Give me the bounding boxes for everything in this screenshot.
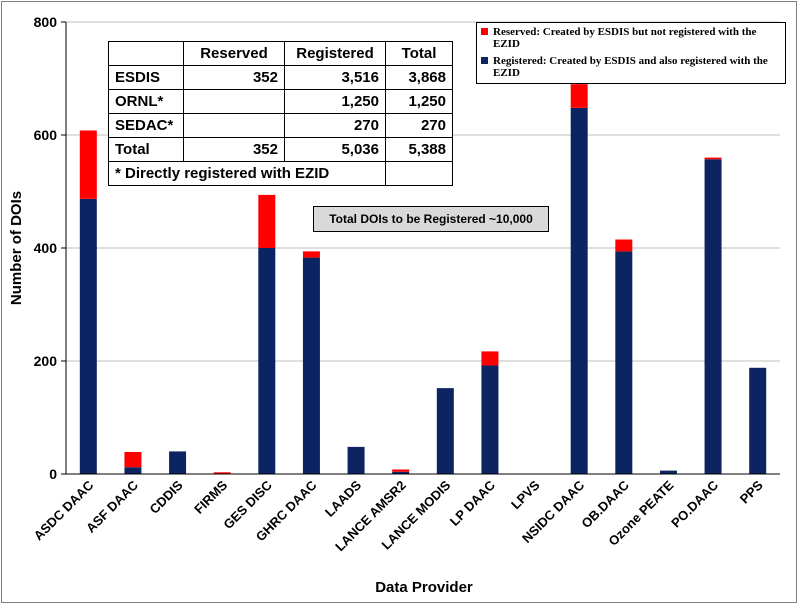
x-tick-label: LPVS (508, 477, 543, 512)
x-tick-label: LP DAAC (447, 477, 499, 529)
x-tick-label: PO.DAAC (668, 477, 721, 530)
total-dois-annotation: Total DOIs to be Registered ~10,000 (313, 206, 549, 232)
table-row: ESDIS 352 3,516 3,868 (108, 65, 453, 90)
bar-registered-nsidc-daac (570, 107, 588, 474)
x-tick-label: LAADS (322, 477, 365, 520)
x-tick-label: PPS (737, 477, 766, 506)
table-cell: 5,036 (284, 137, 386, 162)
y-tick-label: 400 (34, 240, 58, 256)
bar-registered-laads (347, 446, 365, 474)
x-tick-label: ASDC DAAC (31, 477, 97, 543)
legend-label-reserved: Reserved: Created by ESDIS but not regis… (493, 26, 757, 50)
bar-reserved-lp-daac (481, 351, 499, 366)
bar-registered-lance-amsr2 (392, 471, 410, 474)
x-axis-title: Data Provider (375, 579, 473, 596)
table-cell (183, 89, 285, 114)
bar-registered-po-daac (704, 159, 722, 475)
x-tick-label: FIRMS (191, 477, 230, 516)
y-tick-label: 0 (49, 466, 57, 482)
y-tick-label: 800 (34, 14, 58, 30)
doi-summary-table: Reserved Registered Total ESDIS 352 3,51… (108, 41, 453, 186)
table-header-cell: Registered (284, 41, 386, 66)
table-cell: Total (108, 137, 184, 162)
y-tick-label: 200 (34, 353, 58, 369)
table-cell: 352 (183, 65, 285, 90)
table-cell: ORNL* (108, 89, 184, 114)
y-tick-labels: 0 200 400 600 800 (34, 14, 66, 482)
y-axis-title: Number of DOIs (8, 191, 25, 305)
table-cell (183, 113, 285, 138)
table-footnote: * Directly registered with EZID (108, 161, 386, 186)
bar-reserved-lance-amsr2 (392, 469, 410, 472)
x-tick-label: CDDIS (146, 477, 185, 516)
bar-registered-lp-daac (481, 365, 499, 474)
bar-registered-ghrc-daac (302, 257, 320, 474)
table-header-row: Reserved Registered Total (108, 41, 453, 66)
table-header-cell: Total (385, 41, 453, 66)
table-cell: 1,250 (284, 89, 386, 114)
bars (79, 84, 767, 475)
table-cell (385, 161, 453, 186)
bar-reserved-asdc-daac (79, 130, 97, 199)
table-cell: SEDAC* (108, 113, 184, 138)
table-cell: 270 (284, 113, 386, 138)
y-tick-label: 600 (34, 127, 58, 143)
legend-entry-reserved: Reserved: Created by ESDIS but not regis… (481, 26, 781, 50)
bar-registered-ozone-peate (659, 470, 677, 474)
table-row: ORNL* 1,250 1,250 (108, 89, 453, 114)
bar-reserved-asf-daac (124, 451, 142, 468)
bar-reserved-firms (213, 472, 231, 474)
table-row: SEDAC* 270 270 (108, 113, 453, 138)
bar-registered-cddis (169, 451, 187, 474)
table-cell: ESDIS (108, 65, 184, 90)
legend: Reserved: Created by ESDIS but not regis… (476, 22, 786, 84)
bar-reserved-ges-disc (258, 194, 276, 248)
bar-registered-pps (749, 367, 767, 474)
table-row: Total 352 5,036 5,388 (108, 137, 453, 162)
bar-registered-lance-modis (436, 388, 454, 474)
bar-reserved-ghrc-daac (302, 251, 320, 258)
bar-registered-ges-disc (258, 248, 276, 474)
legend-entry-registered: Registered: Created by ESDIS and also re… (481, 55, 781, 79)
bar-reserved-ob-daac (615, 239, 633, 252)
table-cell: 3,868 (385, 65, 453, 90)
legend-swatch-registered (481, 57, 488, 64)
table-cell: 352 (183, 137, 285, 162)
bar-registered-ob-daac (615, 251, 633, 474)
legend-swatch-reserved (481, 28, 488, 35)
table-cell: 270 (385, 113, 453, 138)
table-header-cell: Reserved (183, 41, 285, 66)
table-cell: 1,250 (385, 89, 453, 114)
table-footnote-row: * Directly registered with EZID (108, 161, 453, 186)
bar-registered-asdc-daac (79, 198, 97, 474)
table-header-cell (108, 41, 184, 66)
table-cell: 5,388 (385, 137, 453, 162)
legend-label-registered: Registered: Created by ESDIS and also re… (493, 55, 768, 79)
table-cell: 3,516 (284, 65, 386, 90)
bar-reserved-po-daac (704, 157, 722, 160)
bar-reserved-nsidc-daac (570, 84, 588, 108)
bar-registered-asf-daac (124, 467, 142, 474)
